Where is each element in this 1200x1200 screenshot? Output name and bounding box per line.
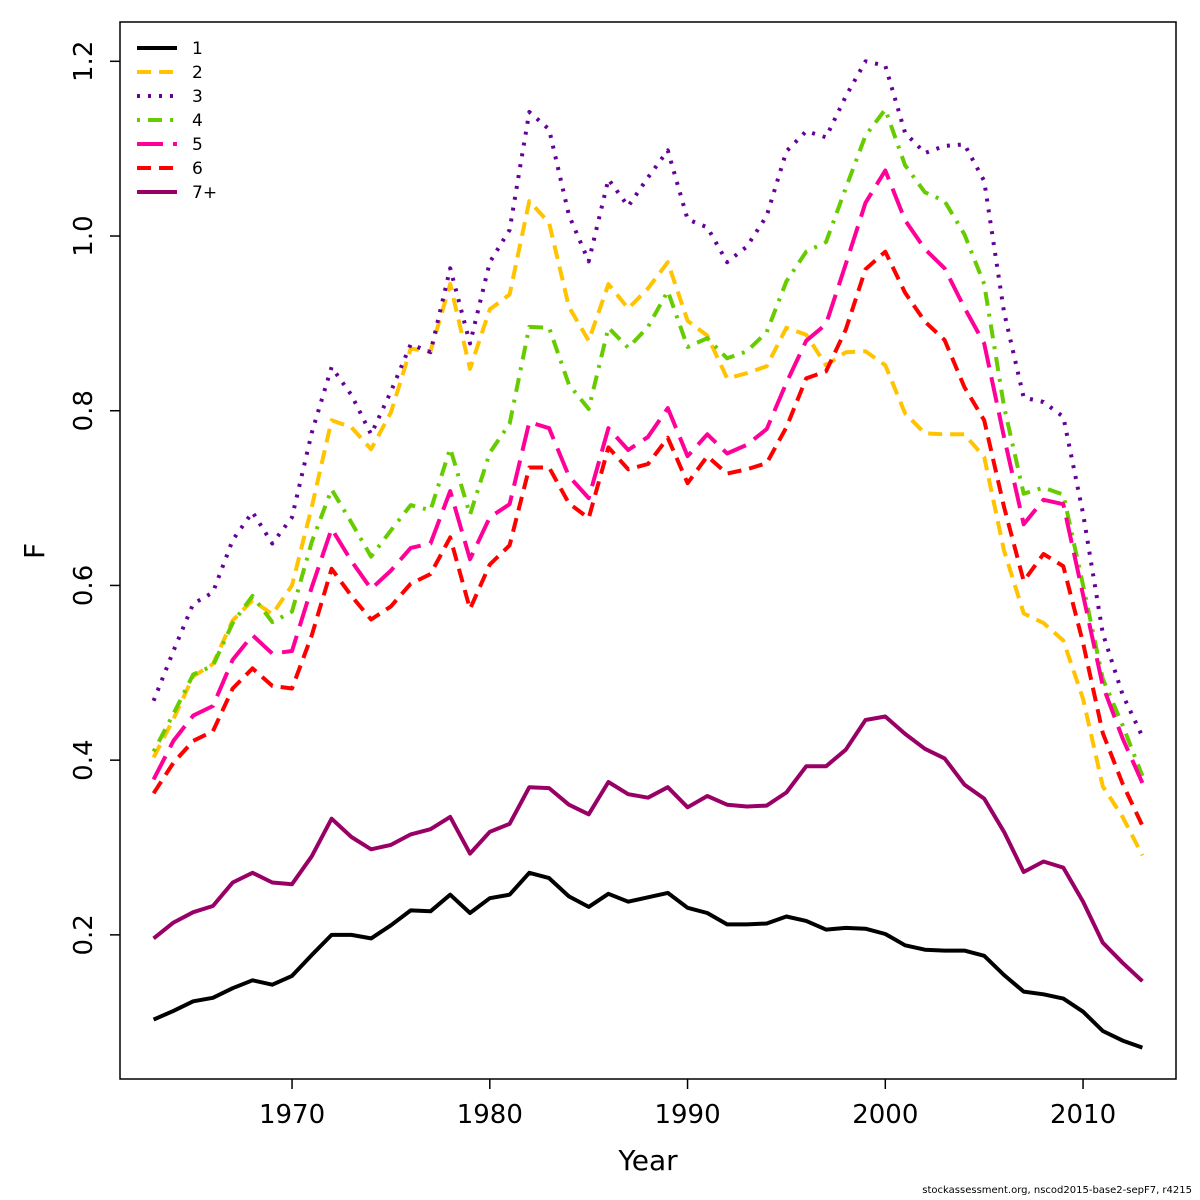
x-axis: 1970 1980 1990 2000 2010 [259,1079,1116,1130]
plot-frame [119,21,1177,1080]
legend-label: 5 [192,135,203,155]
series-line-1 [152,870,1144,1050]
x-tick-label: 2010 [1050,1100,1116,1130]
y-tick-label: 0.8 [69,390,99,431]
series-line-6 [151,249,1145,827]
x-tick-label: 1980 [457,1100,523,1130]
legend: 1 2 3 4 5 6 7+ [137,39,217,203]
legend-label: 1 [192,39,203,59]
y-tick-label: 1.0 [69,215,99,256]
legend-label: 7+ [192,183,217,203]
y-tick-label: 0.4 [69,739,99,780]
x-axis-label: Year [617,1144,678,1177]
y-tick-label: 0.2 [69,914,99,955]
series-line-2 [151,199,1145,857]
y-tick-label: 0.6 [69,565,99,606]
legend-label: 2 [192,63,203,83]
legend-label: 6 [192,159,203,179]
footer-credit: stockassessment.org, nscod2015-base2-sep… [922,1185,1192,1196]
y-axis-label: F [18,543,51,559]
y-tick-label: 1.2 [69,41,99,82]
series-line-5 [151,168,1145,784]
y-axis: 0.2 0.4 0.6 0.8 1.0 1.2 [69,41,120,956]
legend-label: 4 [192,111,203,131]
x-tick-label: 2000 [852,1100,918,1130]
x-tick-label: 1970 [259,1100,325,1130]
legend-label: 3 [192,87,203,107]
x-tick-label: 1990 [654,1100,720,1130]
series-line-3 [151,59,1145,738]
series-layer [151,59,1145,1050]
series-line-4 [151,107,1145,777]
series-line-7 [152,714,1144,983]
